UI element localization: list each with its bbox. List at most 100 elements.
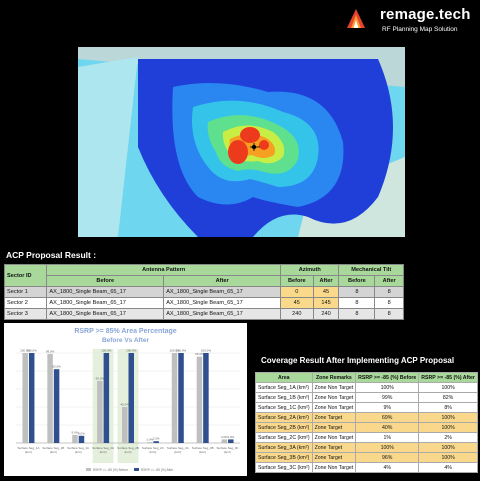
header: remage.tech RF Planning Map Solution <box>0 0 480 44</box>
category-label: Surface Seg_1C <box>67 446 90 450</box>
acp-title: ACP Proposal Result : <box>6 250 97 260</box>
zone-cell: Zone Target <box>311 422 357 433</box>
table-row: Surface Seg_1B (km²) Zone Non Target 99% 82… <box>255 392 478 403</box>
table-row: Surface Seg_3B (km²) Zone Target 96% 100% <box>255 452 478 463</box>
bar <box>28 353 35 443</box>
after-cell: 100% <box>418 442 478 453</box>
acp-table: Sector ID Antenna Pattern Azimuth Mechan… <box>3 264 404 320</box>
rsrp-area-chart: RSRP >= 85% Area Percentage Before Vs Af… <box>4 323 247 476</box>
antenna-after: AX_1800_Single Beam_65_17 <box>163 286 282 298</box>
area-cell: Surface Seg_1B (km²) <box>255 392 313 403</box>
tilt-after: 8 <box>374 297 404 309</box>
category-label-unit: (km²) <box>25 450 32 454</box>
data-label: 100.0% <box>176 349 187 353</box>
data-label: 100.0% <box>126 349 137 353</box>
data-label: 99.0% <box>46 349 55 353</box>
bar <box>178 353 184 443</box>
after-cell: 82% <box>418 392 478 403</box>
antenna-after: AX_1800_Single Beam_65_17 <box>163 297 282 309</box>
after-cell: 100% <box>418 412 478 423</box>
azimuth-before: 45 <box>280 297 314 309</box>
before-cell: 96% <box>355 452 420 463</box>
chart-canvas: RSRP >= 85% Area Percentage Before Vs Af… <box>16 328 240 472</box>
data-label: 40.0% <box>120 403 129 407</box>
bar <box>221 439 228 443</box>
before-cell: 4% <box>355 462 420 473</box>
table-row: Sector 2 AX_1800_Single Beam_65_17 AX_18… <box>3 297 404 309</box>
legend-swatch <box>134 468 139 471</box>
data-label: 100.0% <box>27 349 38 353</box>
data-label: 100.0% <box>101 349 112 353</box>
bar <box>128 353 134 443</box>
after-cell: 2% <box>418 432 478 443</box>
area-cell: Surface Seg_1C (km²) <box>255 402 313 413</box>
tilt-before: 8 <box>338 308 376 320</box>
coverage-heatmap <box>78 47 405 237</box>
table-row: Sector 1 AX_1800_Single Beam_65_17 AX_18… <box>3 286 404 298</box>
bar <box>171 353 178 443</box>
data-label: 100.0% <box>169 349 180 353</box>
table-row: Surface Seg_1A (km²) Zone Non Target 100% 1… <box>255 382 478 393</box>
table-row: Surface Seg_2B (km²) Zone Target 40% 100% <box>255 422 478 433</box>
after-cell: 8% <box>418 402 478 413</box>
sector-id: Sector 1 <box>3 286 48 298</box>
coverage-table: Area Zone Remarks RSRP >= -85 (%) Before… <box>255 372 478 473</box>
before-cell: 100% <box>355 382 420 393</box>
zone-cell: Zone Non Target <box>311 432 357 443</box>
category-label-unit: (km²) <box>149 450 156 454</box>
zone-cell: Zone Non Target <box>311 382 357 393</box>
bar <box>22 353 28 443</box>
zone-cell: Zone Target <box>311 442 357 453</box>
category-label-unit: (km²) <box>50 450 57 454</box>
legend-label: RSRP >= -85 (%) After <box>141 468 174 472</box>
category-label-unit: (km²) <box>100 450 107 454</box>
bar <box>47 353 53 443</box>
header-after: RSRP >= -85 (%) After <box>418 372 478 383</box>
data-label: 4.0% <box>221 435 228 439</box>
category-label: Surface Seg_2B <box>117 446 139 450</box>
header-tilt-before: Before <box>338 275 376 287</box>
legend-label: RSRP >= -85 (%) Before <box>93 468 128 472</box>
category-label-unit: (km²) <box>174 450 181 454</box>
category-label: Surface Seg_1A <box>18 446 40 450</box>
data-label: 82.0% <box>52 365 61 369</box>
antenna-before: AX_1800_Single Beam_65_17 <box>46 286 165 298</box>
bar <box>72 434 78 443</box>
header-zone: Zone Remarks <box>311 372 357 383</box>
header-before: RSRP >= -85 (%) Before <box>355 372 420 383</box>
sector-id: Sector 2 <box>3 297 48 309</box>
data-label: 1.0% <box>146 438 153 442</box>
data-label: 2.0% <box>153 437 160 441</box>
category-label: Surface Seg_2A <box>92 446 114 450</box>
zone-cell: Zone Target <box>311 412 357 423</box>
area-cell: Surface Seg_2A (km²) <box>255 412 313 423</box>
category-label: Surface Seg_3C <box>217 446 240 450</box>
azimuth-after: 240 <box>312 308 340 320</box>
category-label-unit: (km²) <box>199 450 206 454</box>
category-label: Surface Seg_2C <box>142 446 165 450</box>
remage-flame-logo-icon <box>347 9 365 28</box>
zone-cell: Zone Non Target <box>311 392 357 403</box>
tilt-before: 8 <box>338 286 376 298</box>
table-row: Surface Seg_1C (km²) Zone Non Target 9% 8% <box>255 402 478 413</box>
coverage-rows: Surface Seg_1A (km²) Zone Non Target 100% 1… <box>255 382 478 473</box>
area-cell: Surface Seg_2B (km²) <box>255 422 313 433</box>
after-cell: 100% <box>418 422 478 433</box>
header-azimuth: Azimuth <box>280 264 340 276</box>
area-cell: Surface Seg_2C (km²) <box>255 432 313 443</box>
chart-title: RSRP >= 85% Area Percentage <box>74 328 176 335</box>
brand-name: remage.tech <box>380 6 471 23</box>
legend-swatch <box>86 468 91 471</box>
zone-cell: Zone Target <box>311 452 357 463</box>
azimuth-after: 145 <box>312 297 340 309</box>
before-cell: 1% <box>355 432 420 443</box>
header-ant-after: After <box>163 275 282 287</box>
data-label: 4.0% <box>227 435 234 439</box>
before-cell: 99% <box>355 392 420 403</box>
data-label: 8.0% <box>78 431 85 435</box>
after-cell: 100% <box>418 382 478 393</box>
bar <box>103 353 110 443</box>
data-label: 9.0% <box>72 430 79 434</box>
coverage-title: Coverage Result After Implementing ACP P… <box>261 356 455 365</box>
tilt-after: 8 <box>374 286 404 298</box>
